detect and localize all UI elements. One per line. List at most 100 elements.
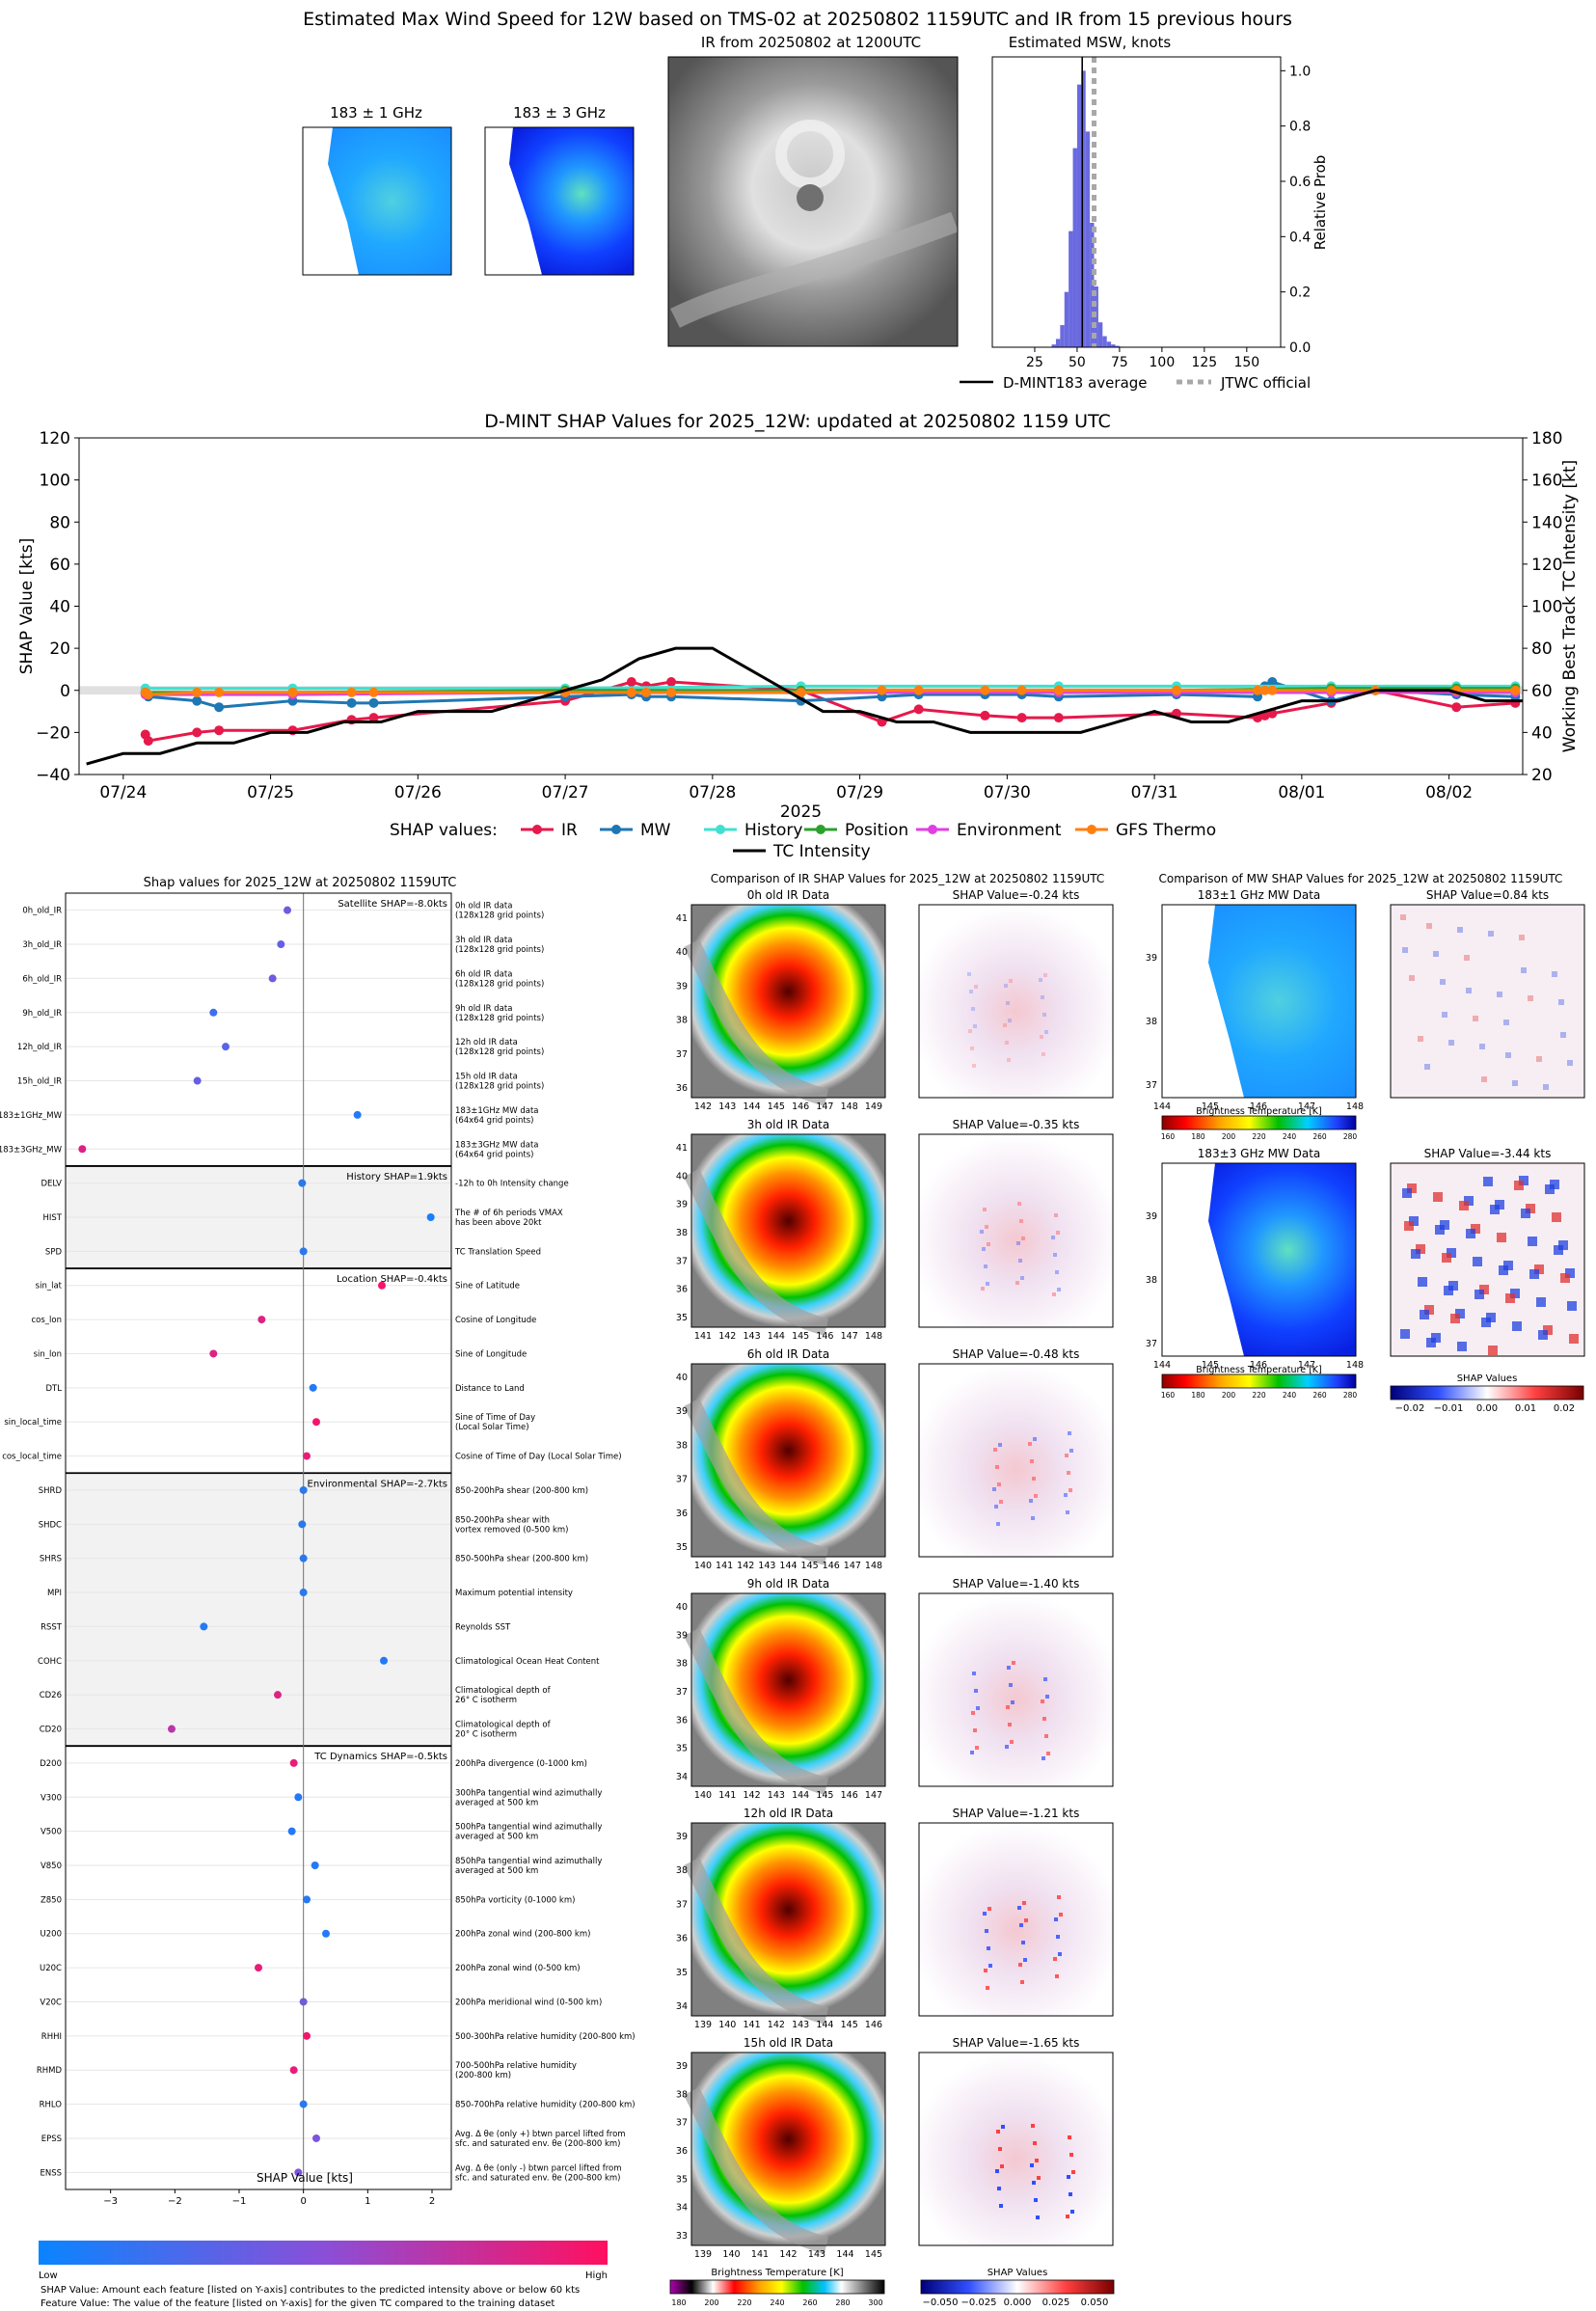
ir-shap-pixel	[1064, 1493, 1068, 1497]
ir-shap-cbar-label: SHAP Values	[987, 2268, 1048, 2278]
ir-shap-pixel	[1005, 1041, 1009, 1045]
mw-bt-cbar-label: Brightness Temperature [K]	[1196, 1106, 1321, 1117]
mw-bt-tick-label: 220	[1252, 1391, 1266, 1400]
legend-marker-mw	[611, 825, 621, 834]
ir-xtick-label: 144	[816, 2020, 833, 2030]
mw-shap-pixel	[1418, 1277, 1427, 1287]
ir-xtick-label: 146	[841, 1790, 858, 1801]
ir-shap-pixel	[1068, 1431, 1071, 1435]
ir-bt-tick-label: 180	[671, 2298, 686, 2307]
feature-xtick-label: −1	[232, 2196, 247, 2207]
ir-bt-tick-label: 220	[737, 2298, 751, 2307]
mw-shap-pixel	[1499, 1265, 1508, 1275]
ir-xtick-label: 143	[758, 1561, 775, 1571]
mw-shap-pixel	[1481, 1076, 1487, 1082]
hist-xtick-label: 125	[1191, 355, 1217, 370]
ir-bt-cbar-label: Brightness Temperature [K]	[711, 2268, 843, 2278]
ts-y2tick-label: 60	[1531, 682, 1553, 701]
mw-shap-pixel	[1560, 1032, 1566, 1038]
legend-label-history: History	[744, 821, 802, 840]
ir-shap-pixel	[968, 1029, 972, 1033]
ir-shap-pixel	[1067, 1471, 1070, 1475]
feature-name: RSST	[41, 1622, 63, 1632]
feature-desc: (128x128 grid points)	[455, 1082, 544, 1092]
ir-shap-frame	[918, 1133, 1114, 1328]
mw-shap-pixel	[1560, 1273, 1570, 1283]
mw1-panel: 183 ± 1 GHz	[302, 104, 452, 276]
ir-cloud-band	[683, 1627, 829, 1795]
ir-ytick-label: 33	[676, 2231, 688, 2242]
msw-histogram: Estimated MSW, knots 25 50 75 100 125 150 0.0 0…	[960, 34, 1329, 392]
ir-shap-pixel	[970, 1751, 974, 1754]
ir-title: IR from 20250802 at 1200UTC	[701, 34, 921, 51]
ir-panel-title: Comparison of IR SHAP Values for 2025_12…	[711, 872, 1105, 885]
feature-point	[284, 906, 291, 914]
mw-shap-map	[1391, 905, 1584, 1098]
ir-xtick-label: 143	[718, 1101, 736, 1112]
ir-bt-tick-label: 300	[868, 2298, 882, 2307]
ir-xtick-label: 146	[865, 2020, 882, 2030]
ir-xtick-label: 149	[865, 1101, 882, 1112]
ir-shap-frame	[918, 1822, 1114, 2017]
mw-missing-swath	[1162, 905, 1244, 1098]
ir-xtick-label: 140	[722, 2249, 740, 2260]
ir-shap-pixel	[992, 1487, 996, 1491]
feature-name: COHC	[38, 1657, 62, 1667]
mw-shap-pixel	[1528, 995, 1533, 1001]
feature-desc: (128x128 grid points)	[455, 911, 544, 921]
feature-point	[222, 1043, 230, 1051]
ts-ytick-label: 40	[49, 598, 70, 617]
ir-shap-map	[919, 1364, 1113, 1557]
ir-shap-pixel	[971, 1711, 975, 1715]
mw-shap-pixel	[1411, 1249, 1420, 1259]
ir-xtick-label: 147	[844, 1561, 861, 1571]
series-point-mw	[192, 695, 203, 706]
ir-ytick-label: 39	[676, 1630, 688, 1641]
feature-name: EPSS	[41, 2134, 62, 2144]
feature-desc: (200-800 km)	[455, 2071, 511, 2080]
ir-xtick-label: 143	[808, 2249, 825, 2260]
hist-bar	[1102, 336, 1107, 347]
ir-shap-pixel	[1031, 2124, 1035, 2128]
ts-y2tick-label: 100	[1531, 598, 1562, 617]
feature-name: V850	[41, 1862, 62, 1871]
ir-shap-pixel	[1043, 973, 1047, 977]
ir-xtick-label: 145	[841, 2020, 858, 2030]
series-point-ir	[1053, 713, 1064, 723]
ts-xtick-label: 08/02	[1425, 783, 1473, 802]
hist-bar	[1081, 70, 1086, 347]
ir-xtick-label: 146	[792, 1101, 809, 1112]
ir-shap-pixel	[1056, 1935, 1060, 1939]
mw-shap-tick-label: −0.02	[1395, 1403, 1425, 1414]
ir-bt-tick-label: 280	[835, 2298, 850, 2307]
ir-ytick-label: 38	[676, 1659, 688, 1670]
feature-point	[289, 1758, 298, 1767]
ir-xtick-label: 145	[792, 1331, 809, 1342]
ir-ytick-label: 37	[676, 1687, 688, 1698]
ts-xtick-label: 07/29	[836, 783, 883, 802]
feature-name: 12h_old_IR	[17, 1043, 62, 1052]
mw-ytick-label: 37	[1146, 1339, 1157, 1349]
ir-xtick-label: 145	[816, 1790, 833, 1801]
ir-shap-pixel	[1017, 1906, 1021, 1910]
series-point-gfs-thermo	[641, 687, 652, 697]
hist-ytick-label: 0.0	[1289, 340, 1311, 356]
mw-shap-pixel	[1464, 955, 1470, 961]
mw-shap-pixel	[1505, 1052, 1511, 1058]
feature-name: sin_lat	[36, 1282, 63, 1291]
ir-ytick-label: 40	[676, 1602, 688, 1613]
feature-name: U200	[41, 1930, 62, 1940]
ir-ytick-label: 34	[676, 2001, 688, 2012]
ir-shap-pixel	[985, 1225, 988, 1229]
mw1-title: 183 ± 1 GHz	[330, 104, 422, 122]
ir-shap-pixel	[984, 1264, 987, 1268]
ir-shap-pixel	[1067, 2175, 1070, 2179]
ir-shap-pixel	[1019, 1923, 1023, 1927]
mw-bt-tick-label: 180	[1191, 1391, 1205, 1400]
series-point-ir	[913, 704, 924, 715]
mw-xtick-label: 145	[1202, 1101, 1219, 1112]
ts-xtick-label: 07/24	[99, 783, 147, 802]
mw-shap-pixel	[1474, 1290, 1484, 1299]
mw-shap-pixel	[1521, 967, 1527, 973]
mw-ytick-label: 38	[1146, 1017, 1157, 1027]
